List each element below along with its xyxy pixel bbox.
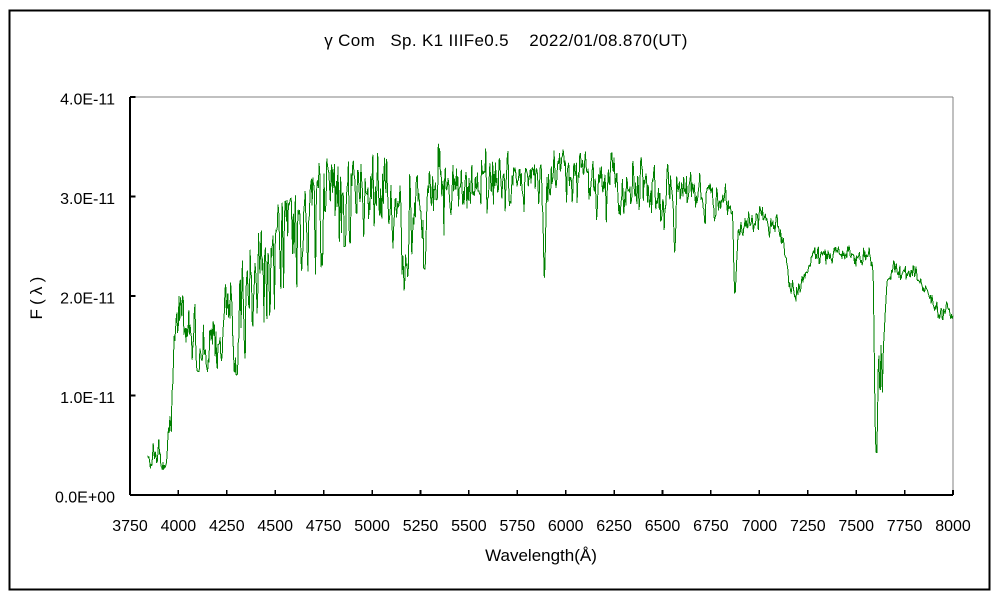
svg-text:5750: 5750 — [500, 518, 536, 535]
svg-text:7000: 7000 — [742, 518, 778, 535]
svg-text:7750: 7750 — [887, 518, 923, 535]
svg-text:4750: 4750 — [306, 518, 342, 535]
svg-text:7500: 7500 — [838, 518, 874, 535]
svg-text:5500: 5500 — [451, 518, 487, 535]
svg-text:6250: 6250 — [596, 518, 632, 535]
svg-text:6750: 6750 — [693, 518, 729, 535]
svg-text:F(λ): F(λ) — [27, 272, 46, 319]
svg-text:5000: 5000 — [354, 518, 390, 535]
svg-text:4000: 4000 — [161, 518, 197, 535]
svg-text:4250: 4250 — [209, 518, 245, 535]
svg-text:8000: 8000 — [935, 518, 971, 535]
svg-text:7250: 7250 — [790, 518, 826, 535]
svg-text:0.0E+00: 0.0E+00 — [55, 489, 115, 506]
svg-text:2.0E-11: 2.0E-11 — [60, 290, 115, 307]
svg-text:4.0E-11: 4.0E-11 — [60, 91, 115, 108]
svg-text:6000: 6000 — [548, 518, 584, 535]
svg-text:4500: 4500 — [257, 518, 293, 535]
svg-text:6500: 6500 — [645, 518, 681, 535]
svg-text:Wavelength(Å): Wavelength(Å) — [485, 546, 597, 565]
svg-text:γ Com Sp. K1 IIIFe0.5 202: γ Com Sp. K1 IIIFe0.5 2022/01/08.870(UT) — [324, 31, 687, 50]
svg-text:3.0E-11: 3.0E-11 — [60, 191, 115, 208]
svg-text:5250: 5250 — [403, 518, 439, 535]
svg-text:3750: 3750 — [112, 518, 148, 535]
svg-text:1.0E-11: 1.0E-11 — [60, 390, 115, 407]
